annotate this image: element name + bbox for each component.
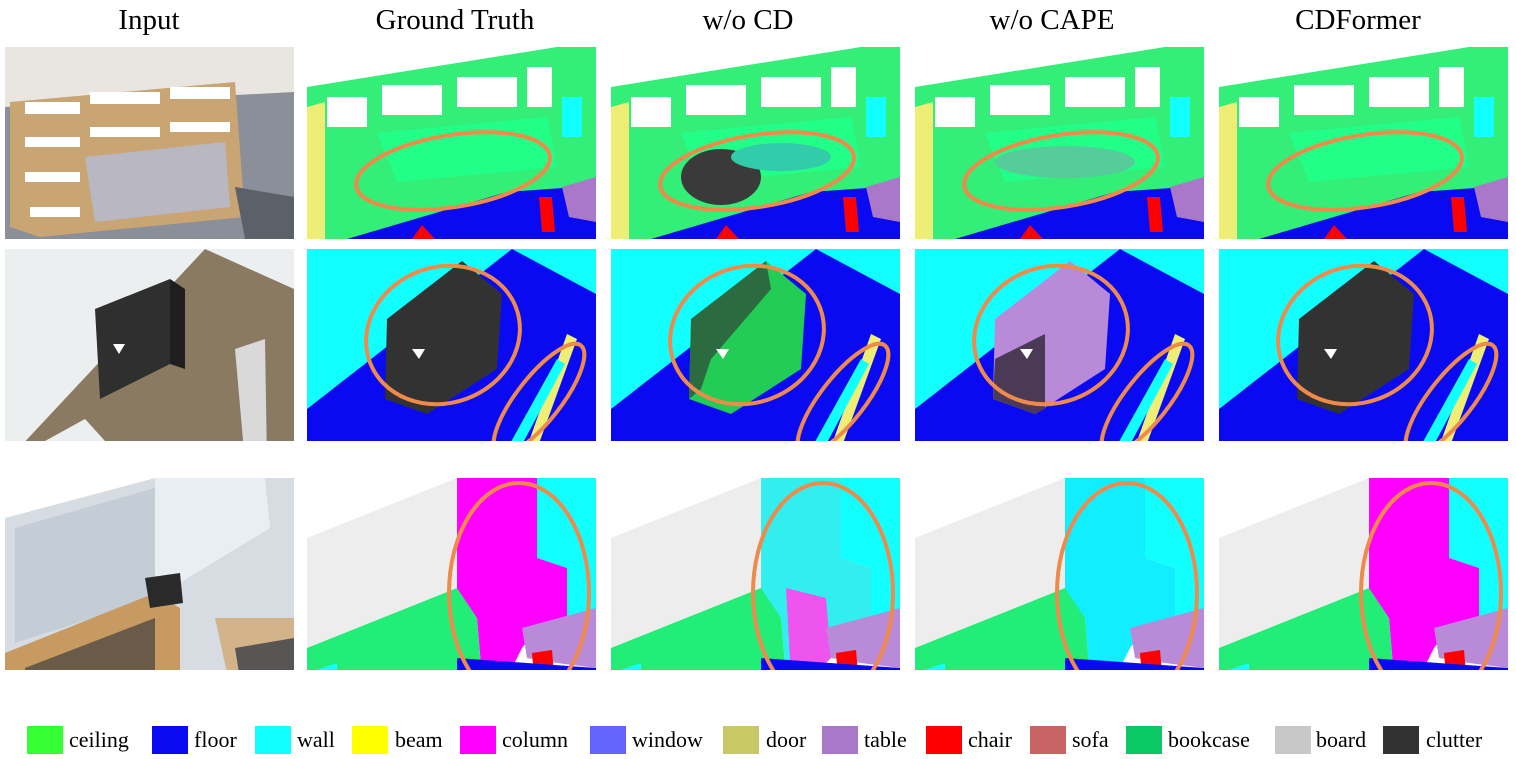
legend-swatch-board — [1275, 726, 1311, 754]
legend-label-sofa: sofa — [1072, 727, 1109, 752]
legend-swatch-chair — [926, 726, 962, 754]
legend-swatch-table — [822, 726, 858, 754]
ground-truth-row1 — [307, 47, 596, 239]
input-image-row3 — [5, 478, 294, 670]
legend-swatch-ceiling — [27, 726, 63, 754]
legend-label-table: table — [864, 727, 907, 752]
column-title-ground-truth: Ground Truth — [375, 4, 535, 36]
wo-cape-row1 — [915, 47, 1204, 239]
legend-label-clutter: clutter — [1426, 727, 1483, 752]
legend-label-ceiling: ceiling — [69, 727, 129, 752]
cdformer-row3 — [1219, 478, 1508, 670]
column-title-input: Input — [118, 4, 180, 36]
wo-cd-row2 — [611, 249, 900, 441]
legend-swatch-beam — [352, 726, 388, 754]
legend-swatch-door — [723, 726, 759, 754]
input-image-row2 — [5, 249, 294, 441]
legend-label-chair: chair — [968, 727, 1012, 752]
column-title-wo-cd: w/o CD — [702, 4, 794, 36]
legend-swatch-wall — [255, 726, 291, 754]
legend-label-bookcase: bookcase — [1168, 727, 1250, 752]
legend-label-door: door — [766, 727, 807, 752]
legend-swatch-sofa — [1030, 726, 1066, 754]
legend-label-beam: beam — [395, 727, 443, 752]
legend-label-wall: wall — [297, 727, 335, 752]
cdformer-row2 — [1219, 249, 1508, 441]
ground-truth-row2 — [307, 249, 596, 441]
legend-label-window: window — [632, 727, 703, 752]
legend-swatch-column — [460, 726, 496, 754]
legend-swatch-window — [590, 726, 626, 754]
column-title-cdformer: CDFormer — [1295, 4, 1421, 36]
cdformer-row1 — [1219, 47, 1508, 239]
legend-label-floor: floor — [194, 727, 237, 752]
legend-label-board: board — [1316, 727, 1367, 752]
column-title-wo-cape: w/o CAPE — [989, 4, 1115, 36]
wo-cd-row3 — [611, 478, 900, 670]
legend-swatch-clutter — [1383, 726, 1419, 754]
legend-swatch-bookcase — [1126, 726, 1162, 754]
wo-cape-row2 — [915, 249, 1204, 441]
legend-swatch-floor — [152, 726, 188, 754]
wo-cd-row1 — [611, 47, 900, 239]
legend-label-column: column — [502, 727, 568, 752]
input-image-row1 — [5, 47, 294, 239]
ground-truth-row3 — [307, 478, 596, 670]
wo-cape-row3 — [915, 478, 1204, 670]
